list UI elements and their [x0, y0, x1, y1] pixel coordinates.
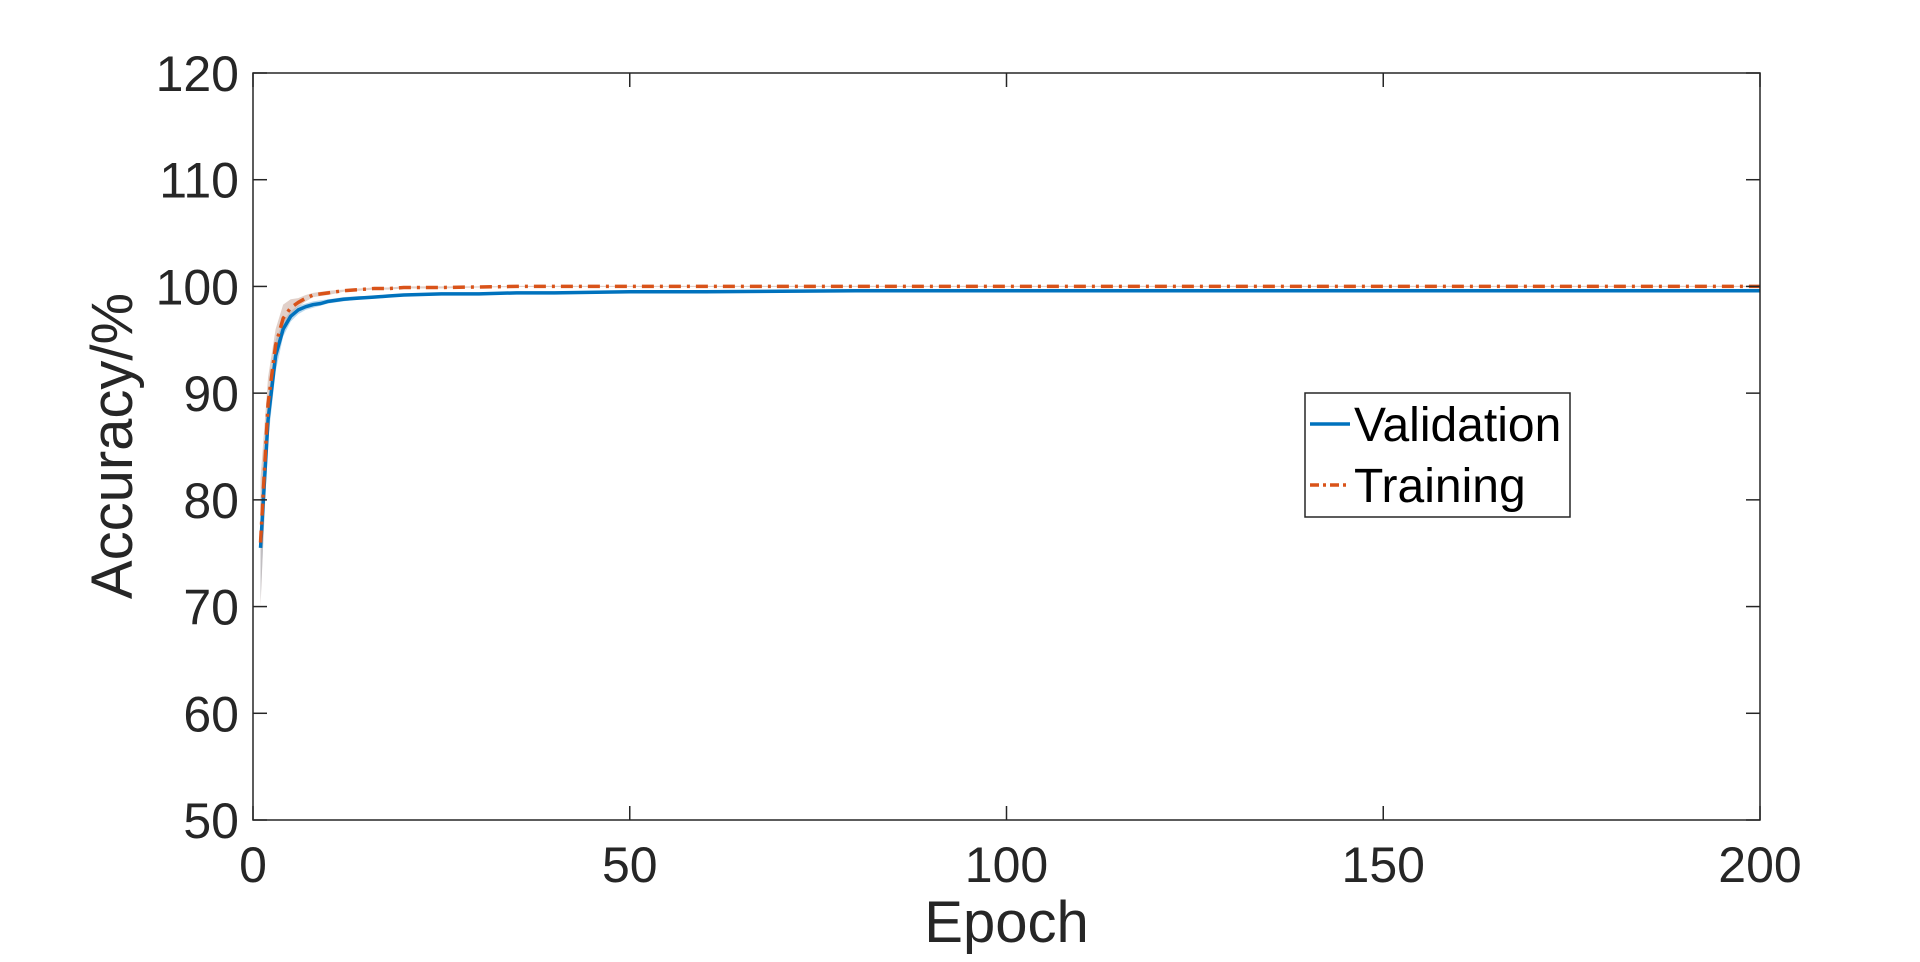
series-lines [258, 284, 1760, 548]
y-axis-label: Accuracy/% [80, 293, 145, 599]
y-tick-label: 120 [156, 46, 239, 102]
plot-frame [252, 72, 1761, 821]
y-tick-label: 80 [183, 473, 239, 529]
y-axis-ticks: 50 60 70 80 90 100 110 120 [156, 46, 1760, 849]
legend-box [1304, 392, 1571, 518]
x-tick-label: 100 [965, 837, 1048, 893]
y-tick-label: 70 [183, 580, 239, 636]
legend-label-validation: Validation [1354, 399, 1561, 452]
y-tick-label: 100 [156, 259, 239, 315]
y-tick-label: 110 [159, 153, 239, 209]
y-tick-label: 60 [183, 686, 239, 742]
legend-label-training: Training [1354, 460, 1526, 513]
x-axis-ticks: 0 50 100 150 200 [239, 73, 1802, 893]
x-tick-label: 150 [1342, 837, 1425, 893]
x-tick-label: 0 [239, 837, 267, 893]
series-line-validation [258, 288, 1760, 548]
series-line-training [258, 284, 1760, 543]
x-axis-label: Epoch [924, 890, 1088, 955]
y-tick-label: 50 [183, 793, 239, 849]
y-tick-label: 90 [183, 366, 239, 422]
x-tick-label: 200 [1718, 837, 1801, 893]
x-tick-label: 50 [602, 837, 658, 893]
legend: Validation Training [1304, 392, 1571, 518]
